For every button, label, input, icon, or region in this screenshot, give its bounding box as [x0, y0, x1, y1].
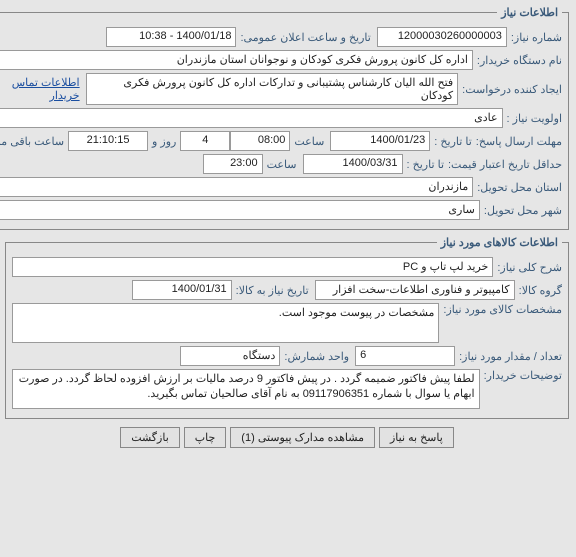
- print-button[interactable]: چاپ: [185, 427, 228, 448]
- deadline-time: 08:00: [231, 131, 291, 151]
- need-info-title: اطلاعات نیاز: [498, 6, 563, 19]
- row-province: استان محل تحویل: مازندران: [0, 177, 563, 197]
- validity-to-date: تا تاریخ :: [408, 158, 445, 171]
- group-date-value: 1400/01/31: [133, 280, 233, 300]
- attachments-button[interactable]: مشاهده مدارک پیوستی (1): [231, 427, 376, 448]
- row-deadline: مهلت ارسال پاسخ: تا تاریخ : 1400/01/23 س…: [0, 131, 563, 151]
- creator-value: فتح الله الیان کارشناس پشتیبانی و تدارکا…: [87, 73, 460, 105]
- row-buyer: نام دستگاه خریدار: اداره کل کانون پرورش …: [0, 50, 563, 70]
- goods-info-panel: اطلاعات کالاهای مورد نیاز شرح کلی نیاز: …: [6, 236, 570, 419]
- row-validity: حداقل تاریخ اعتبار قیمت: تا تاریخ : 1400…: [0, 154, 563, 174]
- validity-date: 1400/03/31: [304, 154, 404, 174]
- attachments-count: (1): [242, 432, 255, 444]
- note-value: لطفا پیش فاکتور ضمیمه گردد . در پیش فاکت…: [13, 369, 481, 409]
- row-spec: مشخصات کالای مورد نیاز: مشخصات در پیوست …: [13, 303, 563, 343]
- validity-label: حداقل تاریخ اعتبار قیمت:: [449, 158, 563, 171]
- to-date-label: تا تاریخ :: [435, 135, 472, 148]
- remain-days: 4: [181, 131, 231, 151]
- group-value: کامپیوتر و فناوری اطلاعات-سخت افزار: [316, 280, 516, 300]
- row-note: توضیحات خریدار: لطفا پیش فاکتور ضمیمه گر…: [13, 369, 563, 409]
- announce-value: 1400/01/18 - 10:38: [107, 27, 237, 47]
- remain-days-suffix: روز و: [153, 135, 177, 148]
- city-label: شهر محل تحویل:: [485, 204, 563, 217]
- goods-info-title: اطلاعات کالاهای مورد نیاز: [438, 236, 563, 249]
- unit-label: واحد شمارش:: [285, 350, 350, 363]
- group-label: گروه کالا:: [520, 284, 563, 297]
- qty-value: 6: [356, 346, 456, 366]
- need-no-label: شماره نیاز:: [512, 31, 563, 44]
- remain-time: 21:10:15: [69, 131, 149, 151]
- deadline-label: مهلت ارسال پاسخ:: [477, 135, 563, 148]
- province-label: استان محل تحویل:: [478, 181, 563, 194]
- row-creator: ایجاد کننده درخواست: فتح الله الیان کارش…: [0, 73, 563, 105]
- validity-time-label: ساعت: [268, 158, 298, 171]
- validity-time: 23:00: [204, 154, 264, 174]
- row-priority: اولویت نیاز : عادی: [0, 108, 563, 128]
- announce-label: تاریخ و ساعت اعلان عمومی:: [241, 31, 371, 44]
- remain-suffix: ساعت باقی مانده: [0, 135, 65, 148]
- row-qty: تعداد / مقدار مورد نیاز: 6 واحد شمارش: د…: [13, 346, 563, 366]
- respond-button[interactable]: پاسخ به نیاز: [380, 427, 455, 448]
- attachments-label: مشاهده مدارک پیوستی: [259, 432, 365, 444]
- back-button[interactable]: بازگشت: [121, 427, 181, 448]
- need-info-panel: اطلاعات نیاز شماره نیاز: 120000302600000…: [0, 6, 570, 230]
- group-date-label: تاریخ نیاز به کالا:: [237, 284, 310, 297]
- deadline-time-label: ساعت: [295, 135, 325, 148]
- qty-label: تعداد / مقدار مورد نیاز:: [460, 350, 563, 363]
- province-value: مازندران: [0, 177, 474, 197]
- buyer-label: نام دستگاه خریدار:: [478, 54, 563, 67]
- desc-value: خرید لپ تاپ و PC: [13, 257, 494, 277]
- action-buttons: پاسخ به نیاز مشاهده مدارک پیوستی (1) چاپ…: [0, 427, 576, 448]
- city-value: ساری: [0, 200, 481, 220]
- row-city: شهر محل تحویل: ساری: [0, 200, 563, 220]
- spec-value: مشخصات در پیوست موجود است.: [13, 303, 440, 343]
- row-desc: شرح کلی نیاز: خرید لپ تاپ و PC: [13, 257, 563, 277]
- need-no-value: 12000030260000003: [378, 27, 508, 47]
- buyer-value: اداره کل کانون پرورش فکری کودکان و نوجوا…: [0, 50, 474, 70]
- desc-label: شرح کلی نیاز:: [498, 261, 563, 274]
- row-need-no: شماره نیاز: 12000030260000003 تاریخ و سا…: [0, 27, 563, 47]
- unit-value: دستگاه: [181, 346, 281, 366]
- priority-value: عادی: [0, 108, 504, 128]
- priority-label: اولویت نیاز :: [508, 112, 563, 125]
- row-group: گروه کالا: کامپیوتر و فناوری اطلاعات-سخت…: [13, 280, 563, 300]
- creator-label: ایجاد کننده درخواست:: [463, 83, 563, 96]
- contact-link[interactable]: اطلاعات تماس خریدار: [0, 76, 81, 102]
- deadline-date: 1400/01/23: [331, 131, 431, 151]
- spec-label: مشخصات کالای مورد نیاز:: [444, 303, 563, 316]
- note-label: توضیحات خریدار:: [485, 369, 563, 382]
